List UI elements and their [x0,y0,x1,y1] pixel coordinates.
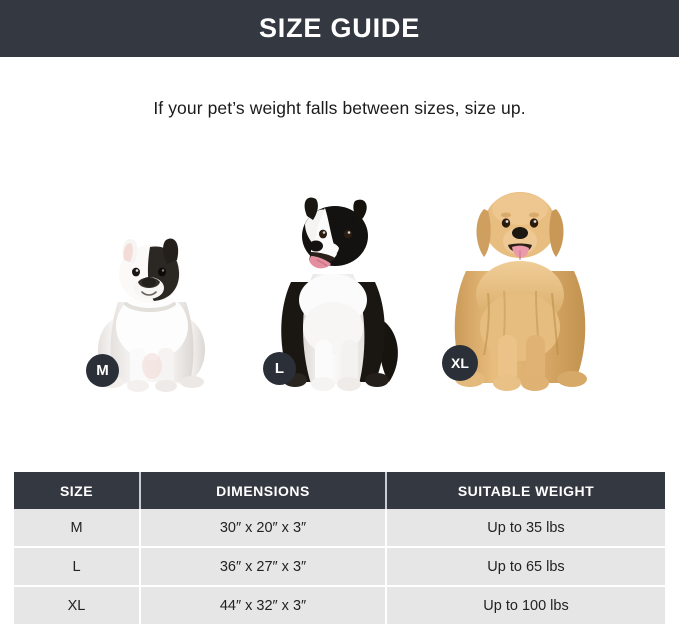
table-header-row: SIZE DIMENSIONS SUITABLE WEIGHT [14,472,665,509]
cell-dimensions: 30″ x 20″ x 3″ [139,509,385,546]
table-row: M 30″ x 20″ x 3″ Up to 35 lbs [14,509,665,546]
size-chart-table: SIZE DIMENSIONS SUITABLE WEIGHT M 30″ x … [14,472,665,624]
dog-figure-large: L [253,190,413,395]
column-header-dimensions: DIMENSIONS [139,472,385,509]
cell-size: L [72,558,81,575]
size-badge-large: L [263,352,296,385]
cell-size: XL [67,597,86,614]
page-title: SIZE GUIDE [258,13,421,43]
size-badge-xlarge: XL [442,345,478,381]
cell-weight: Up to 65 lbs [385,548,665,585]
cell-dimensions: 36″ x 27″ x 3″ [139,548,385,585]
cell-weight: Up to 35 lbs [385,509,665,546]
border-collie-image [281,197,398,391]
dog-figure-medium: M [78,230,223,395]
column-header-weight: SUITABLE WEIGHT [385,472,665,509]
cell-weight: Up to 100 lbs [385,587,665,624]
dog-figure-xlarge: XL [432,175,607,395]
cell-dimensions: 44″ x 32″ x 3″ [139,587,385,624]
table-row: L 36″ x 27″ x 3″ Up to 65 lbs [14,546,665,585]
cell-size: M [70,519,83,536]
size-guide-header-bar: SIZE GUIDE [0,0,679,57]
size-guide-subtitle: If your pet’s weight falls between sizes… [153,98,526,118]
dog-size-comparison-row: M [0,150,679,395]
table-row: XL 44″ x 32″ x 3″ Up to 100 lbs [14,585,665,624]
french-bulldog-image [98,238,205,392]
size-badge-medium: M [86,354,119,387]
golden-retriever-image [454,192,587,391]
column-header-size: SIZE [59,482,94,499]
